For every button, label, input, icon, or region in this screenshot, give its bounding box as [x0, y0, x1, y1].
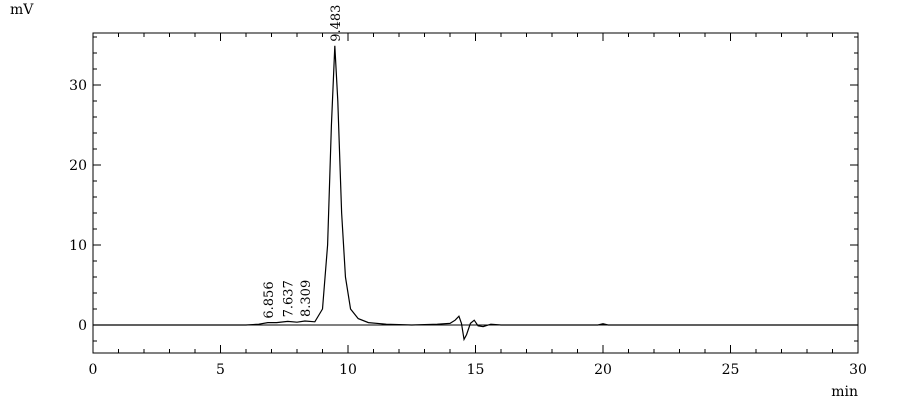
x-tick-label: 0 — [89, 362, 98, 378]
x-tick-label: 30 — [849, 362, 867, 378]
x-tick-label: 20 — [594, 362, 612, 378]
series-line — [93, 45, 858, 342]
peak-labels: 6.856 7.637 8.309 9.483 — [262, 5, 344, 319]
x-tick-label: 10 — [339, 362, 357, 378]
plot-frame — [92, 32, 859, 354]
x-axis-ticks: 0 5 10 15 20 25 30 — [89, 33, 867, 378]
peak-label: 8.309 — [299, 280, 314, 317]
x-tick-label: 15 — [467, 362, 485, 378]
y-tick-label: 0 — [78, 318, 87, 334]
y-tick-label: 10 — [69, 238, 87, 254]
y-tick-label: 30 — [69, 78, 87, 94]
y-axis-unit-label: mV — [10, 2, 34, 18]
y-tick-label: 20 — [69, 158, 87, 174]
x-tick-label: 5 — [216, 362, 225, 378]
minor-ticks — [93, 33, 858, 353]
peak-label: 7.637 — [282, 280, 297, 317]
peak-label: 6.856 — [262, 281, 277, 318]
x-axis-unit-label: min — [831, 384, 858, 400]
y-axis-ticks: 0 10 20 30 — [69, 78, 858, 334]
x-tick-label: 25 — [722, 362, 740, 378]
peak-label: 9.483 — [329, 5, 344, 42]
